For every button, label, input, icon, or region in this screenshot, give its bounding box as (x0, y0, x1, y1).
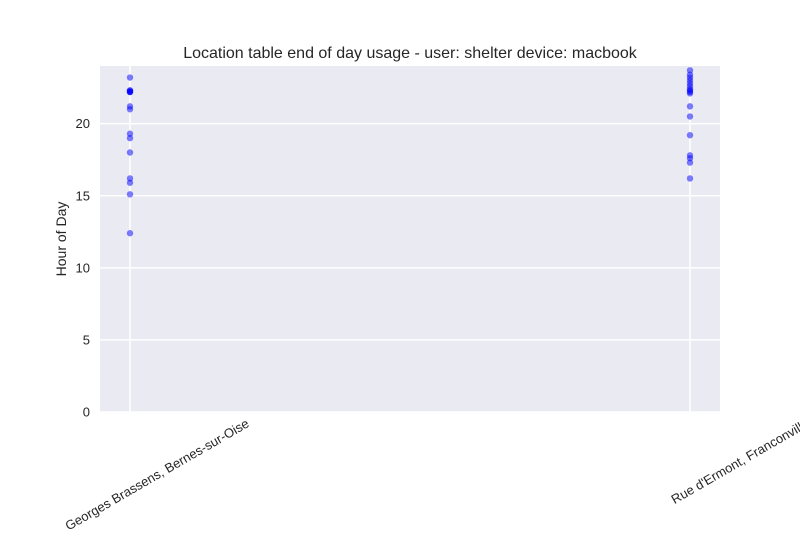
data-points (126, 67, 694, 237)
plot-area (100, 66, 720, 412)
y-axis-ticks: 0 5 10 15 20 (76, 116, 90, 419)
x-axis-ticks: Georges Brassens, Bernes-sur-Oise Rue d'E… (63, 416, 800, 534)
data-point (686, 175, 694, 182)
data-point (126, 179, 134, 186)
y-axis-label: Hour of Day (53, 202, 69, 277)
data-point (126, 74, 134, 81)
data-point (126, 191, 134, 198)
data-point (686, 103, 694, 110)
data-point (686, 159, 694, 166)
grid-lines (100, 66, 720, 413)
data-point (126, 106, 134, 113)
data-point (686, 90, 694, 97)
data-point (126, 149, 134, 156)
data-point (126, 88, 134, 96)
x-tick-label: Georges Brassens, Bernes-sur-Oise (63, 416, 252, 534)
y-tick-label: 10 (76, 260, 90, 275)
data-point (126, 230, 134, 237)
chart-title: Location table end of day usage - user: … (183, 45, 638, 62)
y-tick-label: 20 (76, 116, 90, 131)
y-tick-label: 15 (76, 188, 90, 203)
y-tick-label: 0 (83, 405, 90, 420)
x-tick-label: Rue d'Ermont, Franconville (669, 416, 800, 507)
data-point (686, 132, 694, 139)
y-tick-label: 5 (83, 332, 90, 347)
data-point (686, 113, 694, 120)
data-point (126, 134, 134, 142)
